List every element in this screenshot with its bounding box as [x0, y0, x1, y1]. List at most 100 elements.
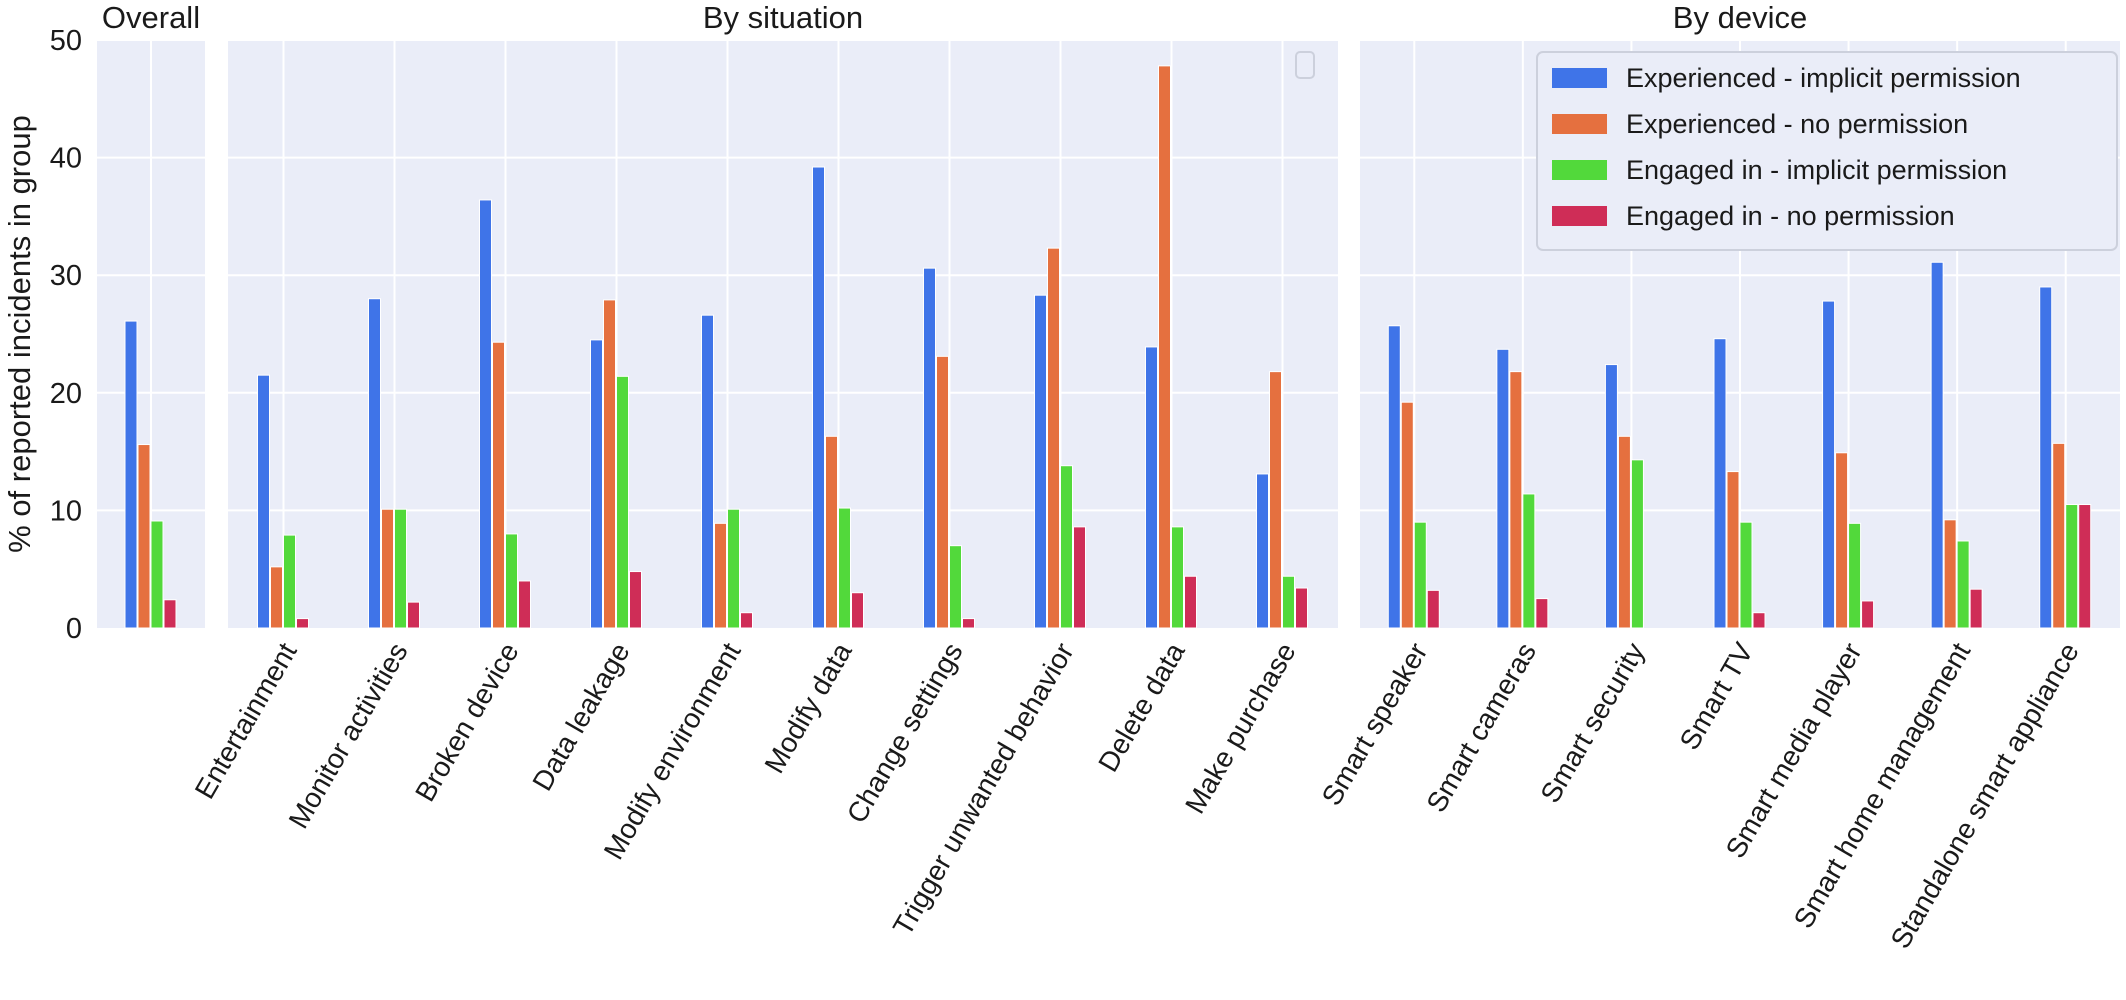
bar	[1184, 575, 1197, 629]
category-label: Modify data	[758, 637, 857, 778]
category-label: Make purchase	[1179, 638, 1302, 819]
bar	[1269, 371, 1282, 629]
bar	[1861, 600, 1875, 629]
legend-label: Engaged in - no permission	[1626, 201, 1955, 231]
bar	[629, 571, 642, 629]
category-label: Smart TV	[1673, 637, 1759, 755]
bar	[1835, 452, 1849, 629]
bar	[1073, 526, 1086, 629]
legend-swatch	[1552, 160, 1607, 180]
y-axis-label: % of reported incidents in group	[2, 115, 37, 553]
bar	[1848, 522, 1862, 629]
y-tick-label: 40	[50, 143, 82, 175]
bar	[1969, 588, 1983, 629]
legend-label: Experienced - implicit permission	[1626, 63, 2021, 93]
bar	[1282, 575, 1295, 629]
bar	[296, 618, 309, 629]
bar	[701, 314, 714, 629]
bar	[851, 592, 864, 629]
legend-frame	[1536, 51, 2118, 251]
bar	[1930, 261, 1944, 629]
bar	[1256, 473, 1269, 629]
category-label: Delete data	[1092, 637, 1191, 777]
bar	[1509, 371, 1523, 629]
y-tick-label: 10	[50, 495, 82, 527]
bar	[2052, 442, 2066, 629]
bar	[936, 355, 949, 629]
bar	[962, 618, 975, 629]
bar	[2065, 504, 2079, 629]
bar	[150, 520, 164, 629]
bar	[838, 507, 851, 629]
category-label: Monitor activities	[283, 638, 414, 834]
bar	[1822, 300, 1836, 629]
bar	[812, 166, 825, 629]
legend: Experienced - implicit permission Experie…	[1536, 51, 2118, 251]
bar	[727, 508, 740, 629]
bar	[1752, 612, 1766, 629]
bar	[1739, 521, 1753, 629]
bar	[137, 444, 151, 629]
category-label: Data leakage	[526, 638, 635, 796]
bar	[949, 545, 962, 629]
bar	[479, 199, 492, 629]
category-label: Entertainment	[189, 637, 303, 804]
panel-title: By situation	[703, 0, 863, 35]
bar	[1630, 459, 1644, 629]
bar	[407, 601, 420, 629]
panel-title: Overall	[102, 0, 200, 35]
bar	[381, 508, 394, 629]
y-tick-label: 0	[66, 613, 82, 645]
bar	[923, 267, 936, 629]
bar	[368, 298, 381, 629]
bar	[1400, 401, 1414, 629]
bar	[714, 522, 727, 629]
bar	[616, 375, 629, 629]
bar	[1034, 294, 1047, 629]
category-label: Smart speaker	[1316, 638, 1434, 811]
bar	[2039, 286, 2053, 629]
bar	[1713, 338, 1727, 629]
bar	[1943, 519, 1957, 629]
bar	[1726, 471, 1740, 629]
legend-swatch	[1552, 114, 1607, 134]
bar	[1413, 521, 1427, 629]
bar	[518, 580, 531, 629]
category-label: Change settings	[841, 638, 969, 829]
empty-legend-box	[1295, 51, 1315, 79]
bar	[394, 508, 407, 629]
bar	[1158, 65, 1171, 629]
legend-label: Engaged in - implicit permission	[1626, 155, 2007, 185]
bar	[257, 374, 270, 629]
bar	[1604, 364, 1618, 629]
axes: Overall By situation EntertainmentMonitor …	[50, 0, 2120, 954]
panel-title: By device	[1673, 0, 1807, 35]
bar	[1535, 598, 1549, 629]
bar	[163, 599, 177, 629]
bar	[505, 533, 518, 629]
bar	[1060, 465, 1073, 629]
bar	[1171, 526, 1184, 629]
bar	[124, 320, 138, 629]
legend-label: Experienced - no permission	[1626, 109, 1968, 139]
legend-swatch	[1552, 68, 1607, 88]
bar	[2078, 504, 2092, 629]
bar	[590, 339, 603, 629]
bar	[492, 341, 505, 629]
bar	[740, 612, 753, 629]
category-label: Broken device	[409, 638, 525, 807]
bar	[1426, 589, 1440, 629]
bar	[270, 566, 283, 629]
bar	[825, 435, 838, 629]
bar	[1387, 325, 1401, 629]
y-tick-label: 50	[50, 25, 82, 57]
bar	[1295, 587, 1308, 629]
bar	[1617, 435, 1631, 629]
bar	[1522, 493, 1536, 629]
legend-swatch	[1552, 206, 1607, 226]
bar	[1047, 247, 1060, 629]
bar	[283, 534, 296, 629]
bar	[1496, 348, 1510, 629]
y-tick-label: 30	[50, 260, 82, 292]
